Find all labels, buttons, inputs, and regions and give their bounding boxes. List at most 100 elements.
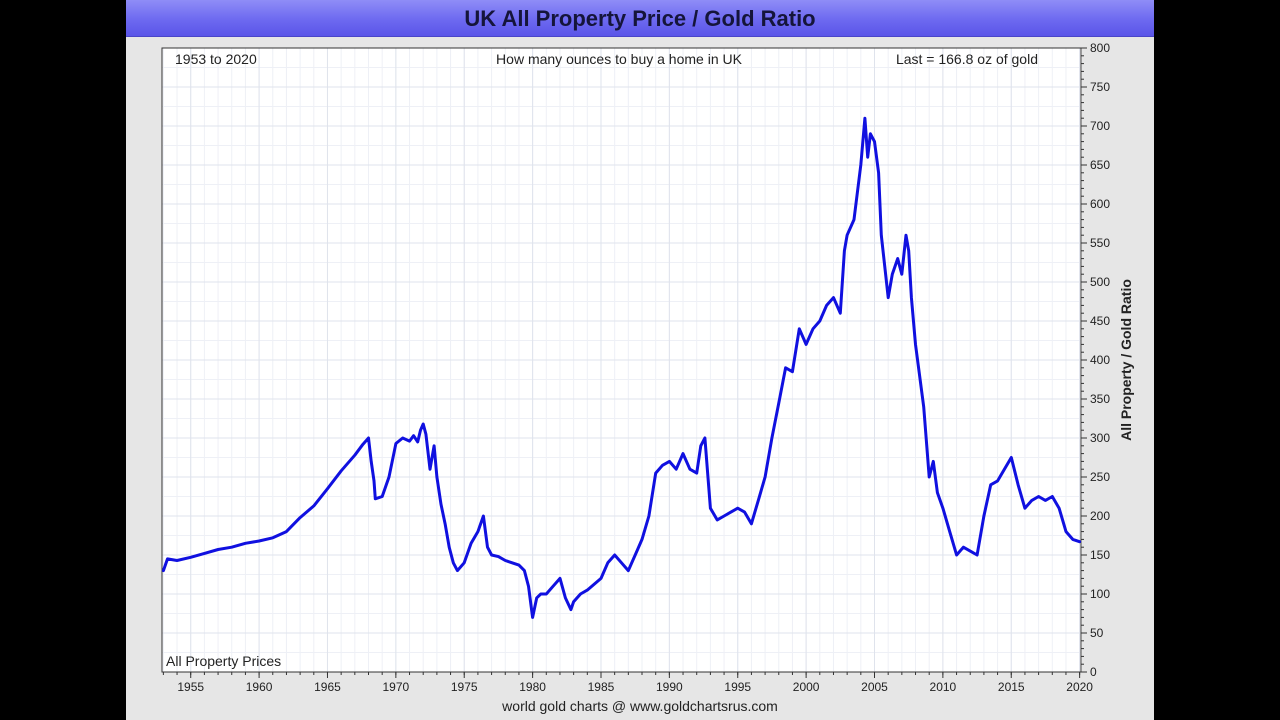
data-point — [839, 312, 841, 314]
data-point — [1017, 484, 1019, 486]
annotation-center: How many ounces to buy a home in UK — [496, 51, 743, 67]
y-tick-label: 250 — [1090, 470, 1110, 484]
data-point — [381, 496, 383, 498]
data-point — [1044, 499, 1046, 501]
data-point — [487, 546, 489, 548]
data-point — [570, 609, 572, 611]
data-point — [327, 488, 329, 490]
y-tick-label: 450 — [1090, 314, 1110, 328]
y-tick-label: 200 — [1090, 509, 1110, 523]
data-point — [614, 554, 616, 556]
y-tick-label: 350 — [1090, 392, 1110, 406]
data-point — [422, 423, 424, 425]
title-bar: UK All Property Price / Gold Ratio — [126, 0, 1154, 37]
data-point — [477, 531, 479, 533]
data-point — [1010, 457, 1012, 459]
data-point — [1031, 499, 1033, 501]
data-point — [891, 273, 893, 275]
data-point — [417, 441, 419, 443]
data-point — [491, 554, 493, 556]
data-point — [785, 367, 787, 369]
x-tick-label: 1970 — [383, 680, 410, 694]
data-point — [730, 511, 732, 513]
y-tick-label: 500 — [1090, 275, 1110, 289]
data-point — [444, 523, 446, 525]
data-point — [362, 443, 364, 445]
data-point — [433, 445, 435, 447]
data-point — [771, 437, 773, 439]
data-point — [744, 511, 746, 513]
data-point — [750, 523, 752, 525]
data-point — [969, 550, 971, 552]
data-point — [1038, 496, 1040, 498]
x-tick-label: 2005 — [861, 680, 888, 694]
data-point — [203, 552, 205, 554]
data-point — [167, 558, 169, 560]
data-point — [429, 468, 431, 470]
data-point — [299, 517, 301, 519]
data-point — [217, 549, 219, 551]
data-point — [864, 117, 866, 119]
data-point — [696, 472, 698, 474]
data-point — [402, 437, 404, 439]
data-point — [1079, 541, 1081, 543]
y-tick-label: 0 — [1090, 665, 1097, 679]
data-point — [956, 554, 958, 556]
y-tick-label: 750 — [1090, 80, 1110, 94]
data-point — [545, 593, 547, 595]
y-tick-label: 550 — [1090, 236, 1110, 250]
annotation-left: 1953 to 2020 — [175, 51, 257, 67]
data-point — [231, 546, 233, 548]
data-point — [976, 554, 978, 556]
data-point — [413, 435, 415, 437]
chart-title: UK All Property Price / Gold Ratio — [464, 6, 816, 31]
data-point — [826, 304, 828, 306]
data-point — [833, 297, 835, 299]
data-point — [897, 258, 899, 260]
data-point — [244, 542, 246, 544]
x-tick-label: 2015 — [998, 680, 1025, 694]
annotation-bottom-left: All Property Prices — [166, 653, 281, 669]
x-tick-label: 1995 — [724, 680, 751, 694]
data-point — [689, 468, 691, 470]
data-point — [648, 515, 650, 517]
axes: 1955 1960 1965 1970 1975 1980 1985 1990 1995 2000… — [161, 41, 1110, 694]
data-point — [704, 437, 706, 439]
data-point — [573, 601, 575, 603]
data-point — [819, 320, 821, 322]
data-point — [523, 570, 525, 572]
data-point — [1024, 507, 1026, 509]
data-point — [497, 556, 499, 558]
data-point — [448, 546, 450, 548]
y-tick-label: 300 — [1090, 431, 1110, 445]
data-point — [580, 593, 582, 595]
data-point — [634, 554, 636, 556]
x-tick-label: 2000 — [793, 680, 820, 694]
data-point — [905, 234, 907, 236]
y-axis-label: All Property / Gold Ratio — [1118, 279, 1134, 441]
data-point — [798, 328, 800, 330]
data-point — [737, 507, 739, 509]
data-point — [869, 133, 871, 135]
chart-labels: 1953 to 2020 How many ounces to buy a ho… — [166, 51, 1134, 669]
data-point — [668, 460, 670, 462]
grid — [162, 47, 1081, 673]
x-tick-label: 1960 — [246, 680, 273, 694]
data-point — [901, 273, 903, 275]
data-point — [370, 460, 372, 462]
data-point — [373, 480, 375, 482]
data-point — [388, 476, 390, 478]
data-point — [682, 453, 684, 455]
data-point — [887, 297, 889, 299]
data-point — [723, 515, 725, 517]
data-point — [997, 480, 999, 482]
data-point — [600, 577, 602, 579]
data-point — [482, 515, 484, 517]
data-point — [190, 556, 192, 558]
data-point — [932, 460, 934, 462]
data-point — [874, 141, 876, 143]
data-point — [716, 519, 718, 521]
data-point — [662, 464, 664, 466]
data-point — [559, 577, 561, 579]
data-point — [258, 540, 260, 542]
